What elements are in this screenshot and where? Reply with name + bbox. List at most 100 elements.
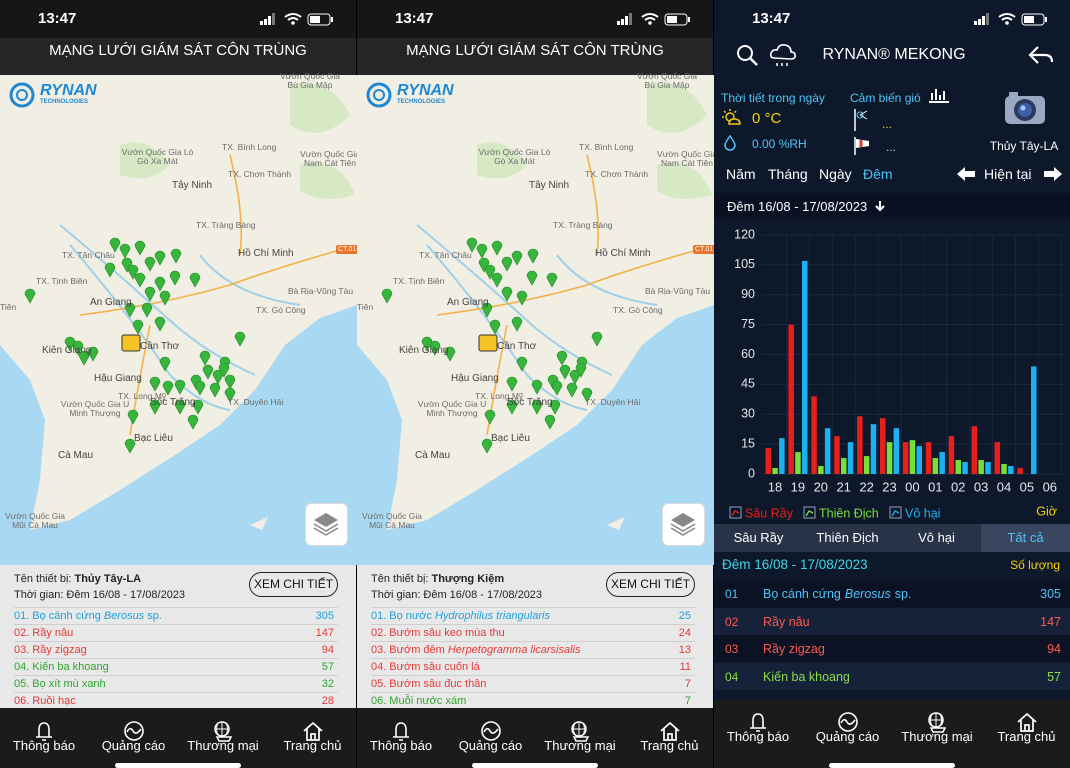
bar — [847, 442, 854, 474]
period-tab[interactable]: Đêm — [863, 166, 893, 182]
filter-tab[interactable]: Tất cả — [981, 524, 1070, 552]
period-tab[interactable]: Tháng — [768, 166, 808, 182]
nav-label[interactable]: Thông báo — [369, 738, 433, 753]
nav-label[interactable]: Thông báo — [726, 729, 790, 744]
map-label: Cần Thơ — [497, 341, 537, 352]
prev-button[interactable] — [956, 166, 976, 182]
name: Bọ xít mù xanh — [32, 678, 106, 690]
bar — [985, 462, 991, 474]
nav-label[interactable]: Thương mại — [187, 738, 259, 753]
nav-icon[interactable] — [1015, 711, 1039, 734]
back-button[interactable] — [1027, 44, 1055, 66]
icon-part — [749, 57, 758, 66]
nav-label[interactable]: Quảng cáo — [815, 729, 880, 744]
x-tick-label: 23 — [882, 479, 896, 494]
map-label: TX. Bình Long — [222, 142, 277, 152]
map-label: Vườn Quốc Gia Bù Gia Mập — [280, 71, 340, 90]
map-pin — [556, 350, 568, 366]
nav-icon[interactable] — [746, 711, 770, 734]
map-pin — [127, 409, 139, 425]
count: 94 — [321, 644, 334, 656]
sea — [357, 305, 714, 565]
bar — [824, 428, 831, 474]
status-icons — [617, 13, 690, 26]
nav-icon[interactable] — [568, 720, 592, 743]
icon-part — [1028, 46, 1054, 64]
home-indicator — [115, 763, 241, 768]
name: Bọ cánh cứng — [763, 587, 841, 601]
svg-layer — [0, 75, 357, 565]
nav-label[interactable]: Quảng cáo — [458, 738, 523, 753]
nav-icon[interactable] — [479, 720, 503, 743]
nav-icon[interactable] — [836, 711, 860, 734]
layers-button[interactable] — [305, 503, 348, 546]
weather-button[interactable] — [768, 42, 798, 70]
header — [357, 38, 713, 75]
next-button[interactable] — [1043, 166, 1063, 182]
bar — [795, 452, 801, 474]
layers-button[interactable] — [662, 503, 705, 546]
map-pin — [575, 362, 587, 378]
nav-label[interactable]: Quảng cáo — [101, 738, 166, 753]
nav-icon[interactable] — [301, 720, 325, 743]
species-name: 01. Bọ cánh cứng Berosus sp. — [14, 610, 162, 622]
map-label: Cần Thơ — [140, 341, 180, 352]
row-divider — [14, 641, 338, 642]
icon-part — [123, 721, 144, 741]
nav-icon[interactable] — [389, 720, 413, 743]
map-label: Hậu Giang — [451, 373, 499, 384]
icon-part — [373, 89, 385, 101]
camera-button[interactable] — [1003, 90, 1047, 126]
nav-label[interactable]: Thương mại — [901, 729, 973, 744]
bar — [834, 436, 840, 474]
map-pin — [149, 399, 161, 415]
icon-part — [978, 19, 981, 25]
legend-swatch-line — [891, 510, 900, 517]
nav-icon[interactable] — [122, 720, 146, 743]
map-pin — [109, 237, 121, 253]
species-name: 05. Bướm sâu đục thân — [371, 678, 486, 690]
nav-label[interactable]: Trang chủ — [640, 738, 699, 753]
period-tab[interactable]: Năm — [726, 166, 756, 182]
name: Kiến ba khoang — [763, 669, 850, 684]
nav-icon[interactable] — [658, 720, 682, 743]
nav-label[interactable]: Trang chủ — [283, 738, 342, 753]
date-range[interactable]: Đêm 16/08 - 17/08/2023 — [727, 199, 868, 214]
icon-part — [268, 16, 271, 25]
map-label: Bà Rịa-Vũng Tàu — [645, 286, 711, 296]
bar — [925, 442, 932, 474]
detail-button[interactable]: XEM CHI TIẾT — [606, 572, 695, 597]
species-name: 04. Kiến ba khoang — [14, 661, 109, 673]
nav-icon[interactable] — [211, 720, 235, 743]
icon-part — [16, 89, 28, 101]
count: 24 — [678, 627, 691, 639]
nav-label[interactable]: Trang chủ — [997, 729, 1056, 744]
suffix: sp. — [147, 610, 162, 622]
filter-tab[interactable]: Sâu Rầy — [733, 530, 784, 545]
item-name: Rầy nâu — [763, 615, 810, 629]
row-divider — [371, 675, 695, 676]
item-count: 305 — [1040, 587, 1061, 601]
detail-button[interactable]: XEM CHI TIẾT — [249, 572, 338, 597]
time-line: Thời gian: Đêm 16/08 - 17/08/2023 — [14, 589, 185, 601]
nav-label[interactable]: Thông báo — [12, 738, 76, 753]
map-pin — [78, 350, 90, 366]
filter-tab[interactable]: Vô hại — [918, 530, 955, 545]
bar — [857, 416, 863, 474]
nav-icon[interactable] — [32, 720, 56, 743]
map-label: Tây Ninh — [172, 180, 213, 191]
search-button[interactable] — [736, 44, 758, 66]
index: 05. — [14, 678, 30, 690]
map-pin — [531, 379, 543, 395]
device-label: Tên thiết bị: — [371, 573, 429, 585]
icon-part — [1009, 92, 1018, 98]
sun-icon — [722, 109, 741, 125]
item-index: 02 — [725, 614, 739, 629]
filter-tab[interactable]: Thiên Địch — [816, 530, 879, 545]
period-tab[interactable]: Ngày — [819, 166, 852, 182]
nav-label[interactable]: Thương mại — [544, 738, 616, 753]
name: Rầy nâu — [32, 627, 74, 639]
bar — [962, 462, 968, 474]
nav-icon[interactable] — [925, 711, 949, 734]
icon-part — [929, 89, 949, 103]
